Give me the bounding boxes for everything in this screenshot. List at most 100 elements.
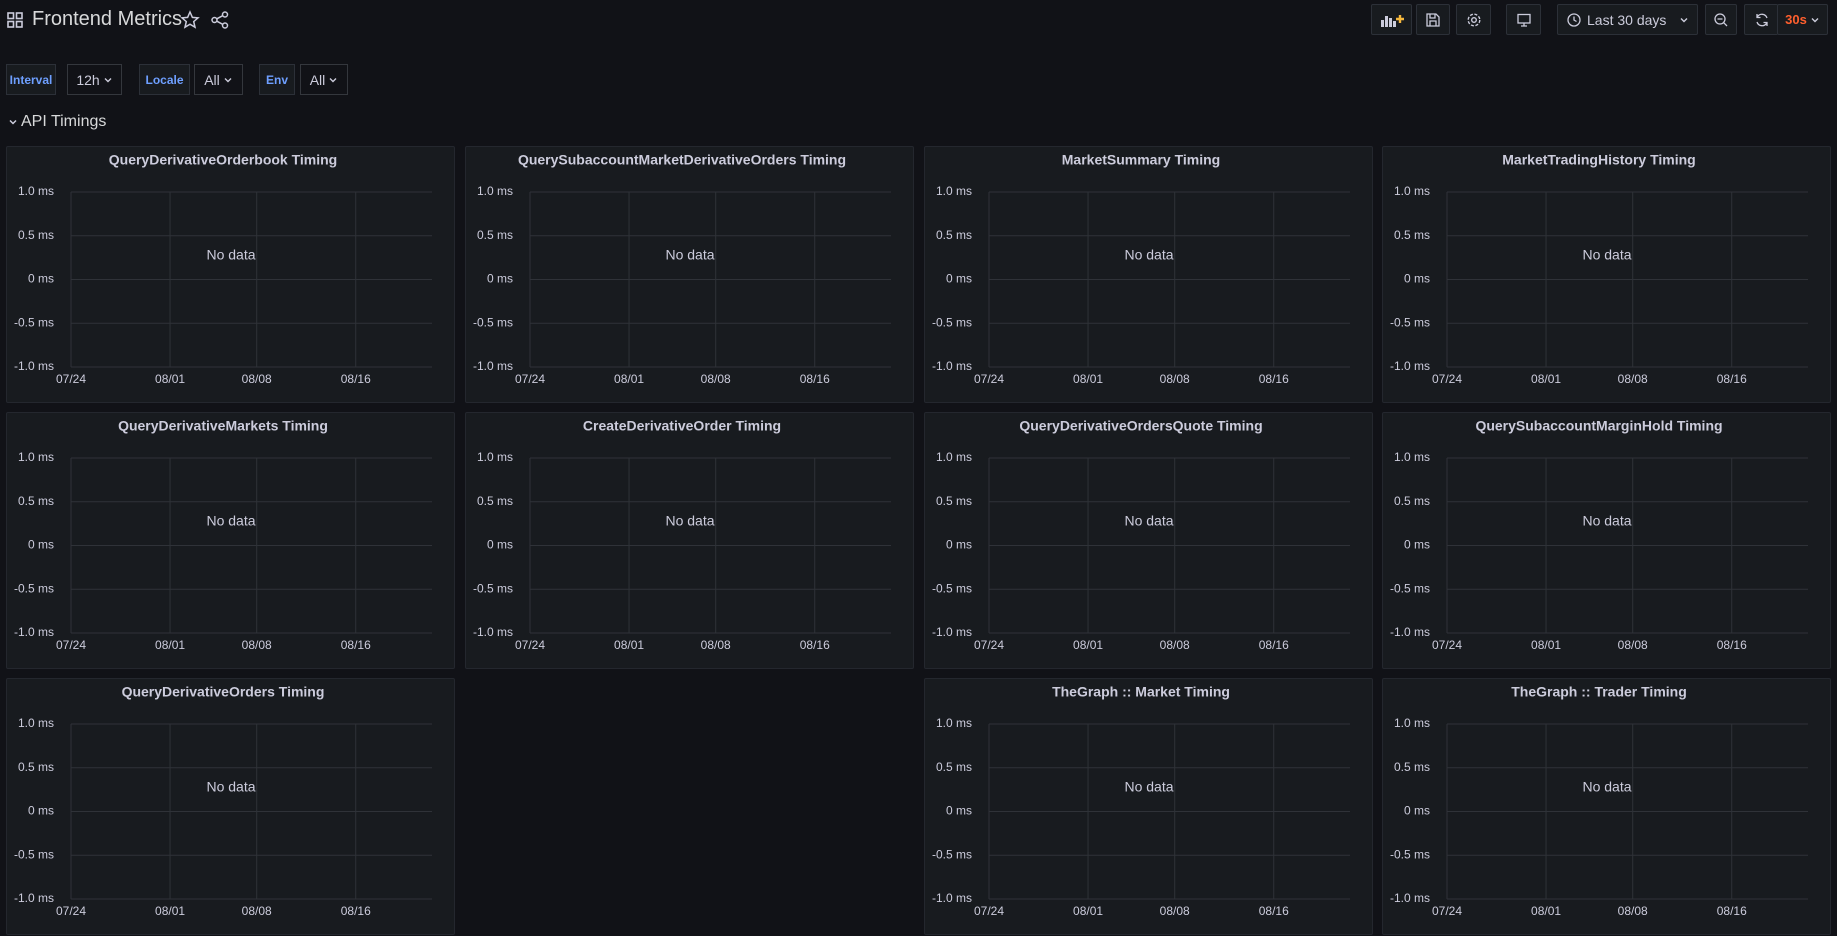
refresh-interval[interactable]: 30s [1777, 4, 1828, 35]
panel-title[interactable]: TheGraph :: Trader Timing [1511, 684, 1687, 700]
y-tick-label: 0 ms [487, 538, 513, 552]
y-tick-label: -1.0 ms [1390, 891, 1430, 905]
y-tick-label: 0.5 ms [18, 228, 54, 242]
panel-chart: QueryDerivativeOrdersQuote Timing 1.0 ms 0… [932, 418, 1350, 652]
panel-title[interactable]: QuerySubaccountMarketDerivativeOrders Ti… [518, 152, 846, 168]
x-tick-label: 08/01 [1073, 904, 1103, 918]
y-tick-label: -0.5 ms [473, 581, 513, 595]
time-picker[interactable]: Last 30 days [1557, 4, 1698, 35]
no-data-message: No data [206, 513, 255, 529]
no-data-message: No data [1124, 247, 1173, 263]
x-tick-label: 07/24 [56, 638, 86, 652]
clock-icon [1567, 12, 1581, 27]
panel-chart: QueryDerivativeOrderbook Timing 1.0 ms 0.5… [14, 152, 432, 386]
y-tick-label: 1.0 ms [18, 450, 54, 464]
x-tick-label: 08/08 [1160, 372, 1190, 386]
refresh-button[interactable] [1744, 4, 1778, 35]
tv-mode-button[interactable] [1506, 4, 1541, 35]
panel: QueryDerivativeMarkets Timing 1.0 ms 0.5 m… [6, 412, 455, 669]
y-tick-label: 0 ms [1404, 804, 1430, 818]
no-data-message: No data [206, 779, 255, 795]
star-icon[interactable] [180, 10, 200, 30]
no-data-message: No data [1582, 779, 1631, 795]
y-tick-label: 1.0 ms [936, 184, 972, 198]
panel-title[interactable]: QueryDerivativeMarkets Timing [118, 418, 328, 434]
no-data-message: No data [1124, 779, 1173, 795]
x-tick-label: 08/08 [1618, 372, 1648, 386]
variable-label: Env [259, 64, 295, 95]
monitor-icon [1516, 13, 1531, 27]
add-panel-button[interactable] [1371, 4, 1412, 35]
variable-select[interactable]: All [300, 64, 348, 95]
y-tick-label: 0.5 ms [18, 760, 54, 774]
x-tick-label: 08/16 [341, 904, 371, 918]
variable-value: All [309, 71, 326, 88]
panel-title[interactable]: QuerySubaccountMarginHold Timing [1475, 418, 1722, 434]
x-tick-label: 08/16 [1717, 638, 1747, 652]
variable-label: Interval [6, 64, 56, 95]
y-tick-label: -0.5 ms [14, 847, 54, 861]
panel: QueryDerivativeOrderbook Timing 1.0 ms 0.5… [6, 146, 455, 403]
save-button[interactable] [1416, 4, 1450, 35]
zoom-out-icon [1714, 12, 1728, 26]
panel-chart: QuerySubaccountMarginHold Timing 1.0 ms 0.… [1390, 418, 1808, 652]
y-tick-label: -0.5 ms [932, 315, 972, 329]
panel-title[interactable]: MarketTradingHistory Timing [1502, 152, 1695, 168]
x-tick-label: 08/08 [242, 372, 272, 386]
variable-value: 12h [76, 71, 100, 88]
variable-select[interactable]: 12h [67, 64, 122, 95]
grid-icon[interactable] [6, 11, 24, 29]
y-tick-label: -1.0 ms [932, 891, 972, 905]
x-tick-label: 08/16 [1717, 372, 1747, 386]
x-tick-label: 07/24 [1432, 638, 1462, 652]
y-tick-label: -0.5 ms [932, 581, 972, 595]
panel-chart: QueryDerivativeMarkets Timing 1.0 ms 0.5 m… [14, 418, 432, 652]
dashboard-title[interactable]: Frontend Metrics [32, 8, 183, 30]
panel-chart: QueryDerivativeOrders Timing 1.0 ms 0.5 ms… [14, 684, 432, 918]
y-tick-label: 1.0 ms [477, 184, 513, 198]
no-data-message: No data [1582, 247, 1631, 263]
panel-title[interactable]: QueryDerivativeOrdersQuote Timing [1019, 418, 1262, 434]
panel-title[interactable]: TheGraph :: Market Timing [1052, 684, 1230, 700]
panel-chart: QuerySubaccountMarketDerivativeOrders Ti… [473, 152, 891, 386]
panel-title[interactable]: CreateDerivativeOrder Timing [583, 418, 781, 434]
y-tick-label: 0.5 ms [477, 494, 513, 508]
x-tick-label: 08/08 [701, 638, 731, 652]
panel: QueryDerivativeOrders Timing 1.0 ms 0.5 ms… [6, 678, 455, 935]
y-tick-label: 1.0 ms [936, 716, 972, 730]
section-title[interactable]: API Timings [21, 113, 107, 130]
y-tick-label: -1.0 ms [14, 625, 54, 639]
panel: MarketSummary Timing 1.0 ms 0.5 ms 0 ms -0.5… [924, 146, 1373, 403]
panel-title[interactable]: MarketSummary Timing [1062, 152, 1220, 168]
settings-button[interactable] [1456, 4, 1491, 35]
panel-title[interactable]: QueryDerivativeOrderbook Timing [109, 152, 337, 168]
x-tick-label: 08/01 [1531, 372, 1561, 386]
variable-label: Locale [139, 64, 190, 95]
x-tick-label: 08/08 [1160, 638, 1190, 652]
panel-title[interactable]: QueryDerivativeOrders Timing [122, 684, 325, 700]
variable-select[interactable]: All [194, 64, 243, 95]
y-tick-label: -0.5 ms [14, 581, 54, 595]
refresh-icon [1755, 13, 1768, 26]
x-tick-label: 08/01 [614, 638, 644, 652]
zoom-out-button[interactable] [1705, 4, 1737, 35]
share-icon[interactable] [210, 10, 230, 30]
x-tick-label: 08/16 [341, 372, 371, 386]
refresh-value: 30s [1785, 12, 1807, 27]
no-data-message: No data [665, 513, 714, 529]
y-tick-label: 1.0 ms [477, 450, 513, 464]
y-tick-label: 1.0 ms [1394, 450, 1430, 464]
panel: CreateDerivativeOrder Timing 1.0 ms 0.5 ms… [465, 412, 914, 669]
x-tick-label: 08/01 [155, 372, 185, 386]
x-tick-label: 08/16 [1717, 904, 1747, 918]
chevron [104, 77, 112, 82]
y-tick-label: -1.0 ms [932, 625, 972, 639]
y-tick-label: -0.5 ms [1390, 847, 1430, 861]
chevron [1680, 17, 1688, 22]
panel-chart: CreateDerivativeOrder Timing 1.0 ms 0.5 ms… [473, 418, 891, 652]
x-tick-label: 07/24 [1432, 904, 1462, 918]
variable-value: All [204, 71, 220, 88]
collapse-chevron[interactable] [7, 116, 19, 128]
